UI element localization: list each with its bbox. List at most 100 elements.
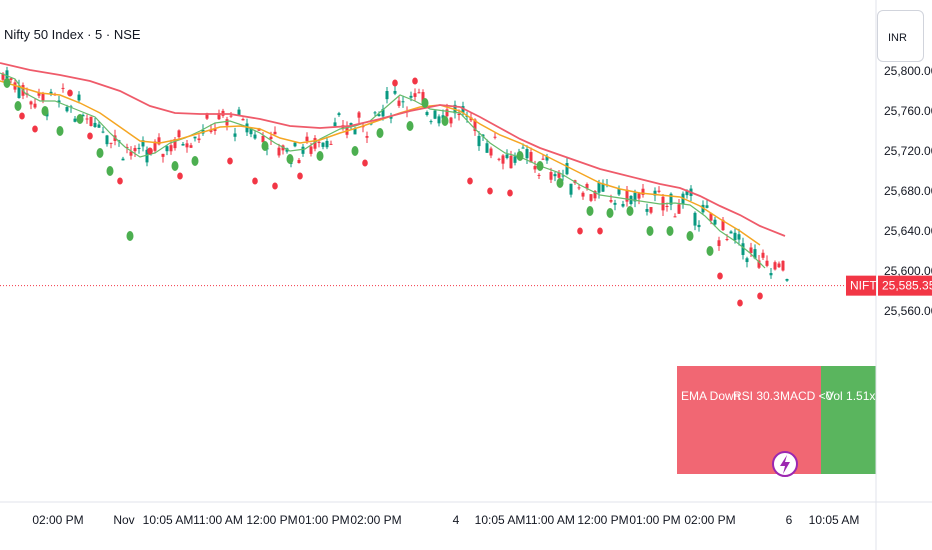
candle-body [369, 123, 373, 125]
candle-body [61, 87, 65, 89]
candle-body [481, 134, 485, 137]
candle-body [81, 114, 85, 117]
candle-body [597, 182, 601, 193]
candle-body [717, 240, 721, 246]
candle-body [373, 112, 377, 114]
buy-marker [316, 151, 324, 161]
candle-body [121, 158, 125, 161]
sell-marker [737, 299, 743, 307]
candle-body [645, 209, 649, 212]
buy-marker [421, 98, 429, 108]
buy-marker [406, 121, 414, 131]
candle-body [37, 92, 41, 96]
candle-body [161, 153, 165, 157]
candle-body [65, 107, 69, 112]
candle-body [253, 134, 257, 139]
candle-body [297, 159, 301, 163]
candle-body [153, 141, 157, 151]
candle-body [537, 174, 541, 176]
candle-body [57, 100, 61, 103]
candle-body [49, 91, 53, 94]
y-tick-label: 25,760.00 [884, 104, 932, 118]
candle-body [141, 140, 145, 147]
candle-body [421, 92, 425, 105]
status-label: MACD <0 [780, 389, 833, 403]
candle-body [89, 116, 93, 126]
buy-marker [96, 148, 104, 158]
x-tick-label: 10:05 AM [475, 513, 526, 527]
buy-marker [376, 128, 384, 138]
buy-marker [586, 206, 594, 216]
candle-body [277, 147, 281, 156]
currency-button[interactable]: INR [877, 10, 924, 62]
symbol-title: Nifty 50 Index · 5 · NSE [4, 27, 141, 42]
candle-body [209, 130, 213, 132]
candle-body [489, 148, 493, 156]
signal-markers [3, 77, 763, 307]
candle-body [509, 155, 513, 169]
candle-body [705, 205, 709, 208]
sell-marker [362, 159, 368, 167]
sell-marker [297, 172, 303, 180]
sell-marker [272, 182, 278, 190]
candle-body [41, 93, 45, 101]
sell-marker [32, 125, 38, 133]
candle-body [609, 200, 613, 202]
candle-body [105, 135, 109, 145]
candle-body [585, 184, 589, 189]
candle-body [173, 139, 177, 149]
candle-body [445, 109, 449, 117]
candle-body [501, 155, 505, 164]
candle-body [513, 156, 517, 163]
candle-body [477, 135, 481, 147]
candle-body [269, 136, 273, 140]
x-tick-label: 02:00 PM [684, 513, 735, 527]
candle-body [305, 136, 309, 142]
candle-body [685, 190, 689, 196]
candle-body [577, 187, 581, 189]
candle-body [457, 113, 461, 116]
candle-body [529, 152, 533, 163]
buy-marker [556, 178, 564, 188]
buy-marker [56, 126, 64, 136]
candle-body [525, 149, 529, 159]
candle-body [665, 205, 669, 207]
candle-body [9, 78, 13, 80]
candle-body [625, 189, 629, 202]
buy-marker [646, 226, 654, 236]
lightning-glyph [780, 455, 790, 474]
status-label: Vol 1.51x [826, 389, 875, 403]
candle-body [245, 123, 249, 133]
last-price-label: 25,585.35 [882, 279, 932, 293]
candle-body [617, 188, 621, 195]
candle-body [413, 93, 417, 97]
candle-body [185, 143, 189, 148]
candle-body [741, 243, 745, 255]
candle-body [273, 131, 277, 135]
candle-body [169, 145, 173, 152]
candle-body [181, 144, 185, 146]
symbol-price-tag [846, 275, 876, 296]
candle-body [497, 158, 501, 160]
candle-body [193, 136, 197, 139]
x-tick-label: 12:00 PM [577, 513, 628, 527]
sell-marker [412, 77, 418, 85]
buy-marker [261, 141, 269, 151]
candle-body [677, 204, 681, 214]
candle-body [213, 128, 217, 132]
ema-mid-line [0, 80, 761, 246]
candle-body [673, 216, 677, 218]
sell-marker [487, 187, 493, 195]
status-panel-red-bg [677, 366, 821, 474]
candle-body [745, 258, 749, 263]
candle-body [321, 142, 325, 147]
buy-marker [686, 231, 694, 241]
candle-body [541, 158, 545, 160]
lightning-icon[interactable] [772, 451, 798, 477]
candle-body [437, 116, 441, 124]
candle-body [237, 109, 241, 116]
candle-body [753, 249, 757, 259]
y-tick-label: 25,640.00 [884, 224, 932, 238]
buy-marker [76, 114, 84, 124]
